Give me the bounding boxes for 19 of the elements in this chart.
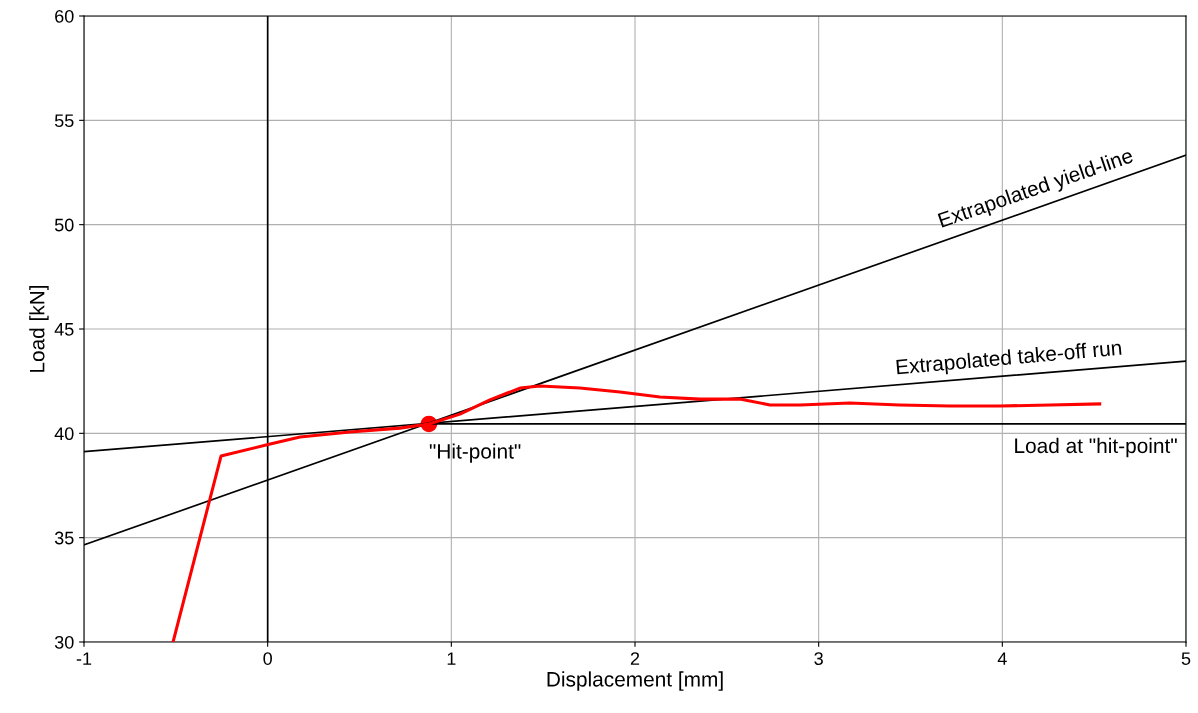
x-tick-label: 4 bbox=[997, 652, 1007, 665]
annotation: Load at "hit-point" bbox=[1015, 437, 1177, 458]
y-tick-label: 55 bbox=[54, 114, 74, 128]
x-tick-label: 0 bbox=[263, 652, 272, 665]
y-tick-label: 35 bbox=[54, 531, 74, 545]
x-tick-label: 5 bbox=[1181, 652, 1191, 665]
x-axis-title: Displacement [mm] bbox=[547, 671, 723, 691]
x-tick-label: 1 bbox=[447, 652, 456, 665]
y-tick-label: 45 bbox=[54, 323, 74, 336]
x-tick-label: 3 bbox=[814, 652, 823, 665]
y-tick-label: 50 bbox=[54, 218, 74, 232]
annotation: "Hit-point" bbox=[429, 443, 521, 463]
annotation: Extrapolated take-off run bbox=[896, 339, 1122, 379]
x-tick-label: 2 bbox=[630, 652, 640, 665]
y-tick-label: 30 bbox=[54, 635, 74, 649]
y-axis-title: Load [kN] bbox=[29, 285, 49, 372]
x-tick-label: -1 bbox=[76, 652, 92, 665]
y-tick-label: 60 bbox=[55, 9, 74, 23]
y-tick-label: 40 bbox=[54, 427, 74, 441]
